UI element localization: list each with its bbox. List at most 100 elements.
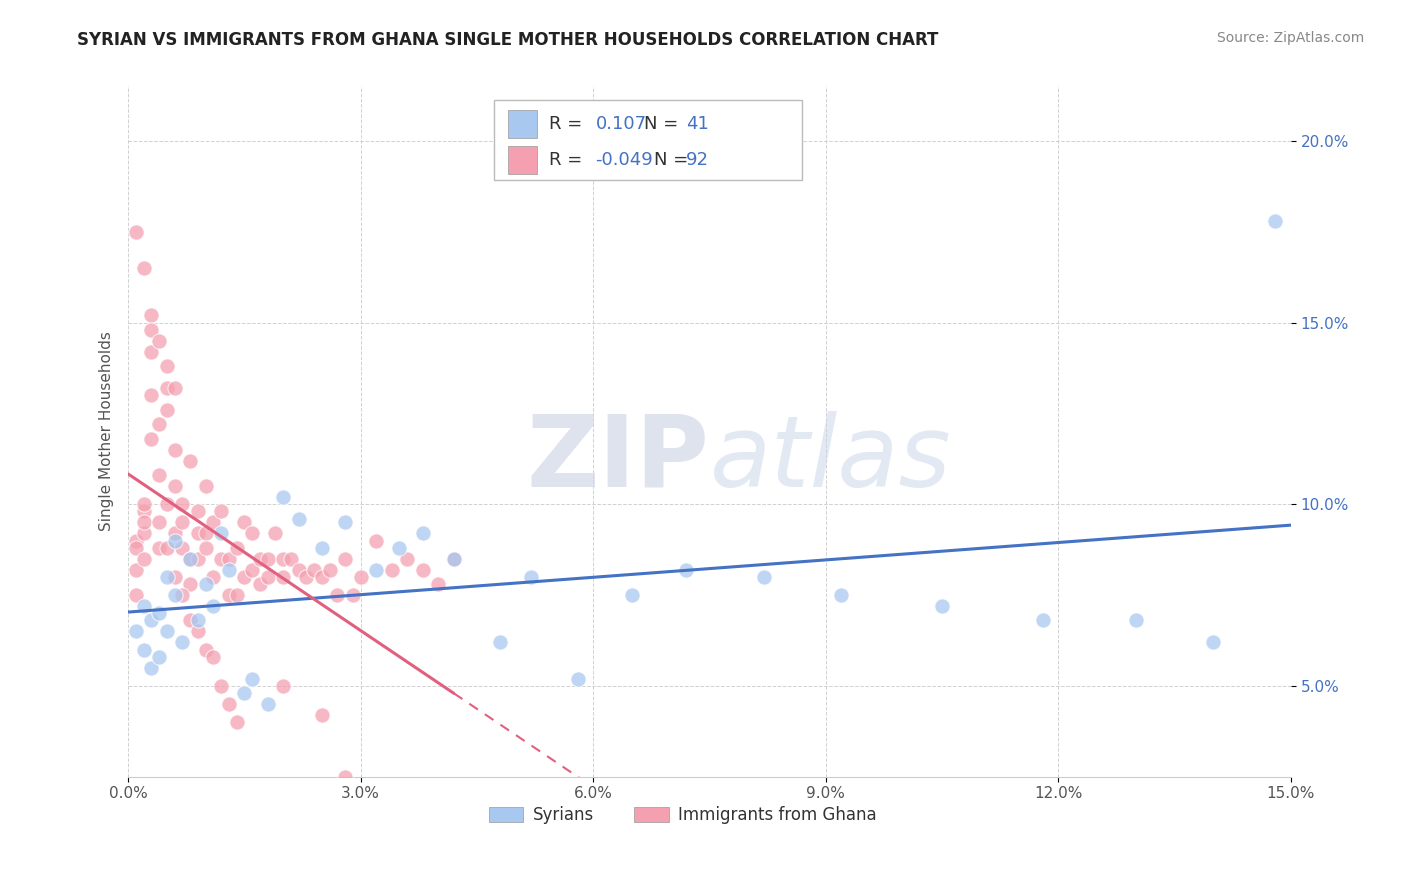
Text: 41: 41 bbox=[686, 115, 709, 133]
Point bbox=[256, 570, 278, 584]
FancyBboxPatch shape bbox=[495, 100, 803, 179]
Point bbox=[335, 516, 357, 530]
Point bbox=[202, 599, 225, 613]
Point bbox=[218, 697, 240, 711]
Point bbox=[163, 526, 186, 541]
Point bbox=[830, 588, 852, 602]
Point bbox=[187, 624, 209, 639]
Point bbox=[172, 588, 194, 602]
FancyBboxPatch shape bbox=[489, 807, 523, 822]
Point bbox=[335, 551, 357, 566]
Point bbox=[156, 497, 179, 511]
Point bbox=[326, 588, 349, 602]
Point bbox=[187, 551, 209, 566]
Point bbox=[132, 551, 155, 566]
Point bbox=[240, 563, 263, 577]
Point bbox=[187, 526, 209, 541]
Point bbox=[194, 577, 217, 591]
Point bbox=[443, 551, 465, 566]
Text: Immigrants from Ghana: Immigrants from Ghana bbox=[678, 805, 877, 823]
Point bbox=[132, 516, 155, 530]
FancyBboxPatch shape bbox=[509, 111, 537, 137]
Point bbox=[125, 624, 148, 639]
Text: SYRIAN VS IMMIGRANTS FROM GHANA SINGLE MOTHER HOUSEHOLDS CORRELATION CHART: SYRIAN VS IMMIGRANTS FROM GHANA SINGLE M… bbox=[77, 31, 939, 49]
Point bbox=[179, 577, 201, 591]
Point bbox=[240, 672, 263, 686]
Text: 0.107: 0.107 bbox=[596, 115, 647, 133]
Point bbox=[350, 570, 373, 584]
Point bbox=[1125, 614, 1147, 628]
Point bbox=[141, 344, 163, 359]
Point bbox=[125, 225, 148, 239]
Point bbox=[209, 526, 232, 541]
Point bbox=[381, 563, 404, 577]
Point bbox=[280, 551, 302, 566]
Point bbox=[141, 308, 163, 322]
Point bbox=[233, 686, 256, 700]
Point bbox=[194, 526, 217, 541]
Point bbox=[249, 577, 271, 591]
Text: Source: ZipAtlas.com: Source: ZipAtlas.com bbox=[1216, 31, 1364, 45]
Point bbox=[427, 577, 450, 591]
Point bbox=[350, 780, 373, 795]
Text: 92: 92 bbox=[686, 151, 709, 169]
FancyBboxPatch shape bbox=[509, 146, 537, 174]
Text: R =: R = bbox=[550, 151, 588, 169]
Point bbox=[163, 479, 186, 493]
Text: -0.049: -0.049 bbox=[596, 151, 654, 169]
Point bbox=[187, 504, 209, 518]
Point bbox=[141, 661, 163, 675]
Point bbox=[209, 551, 232, 566]
Point bbox=[287, 563, 309, 577]
Point bbox=[141, 432, 163, 446]
Point bbox=[156, 359, 179, 373]
Point bbox=[304, 563, 326, 577]
Point bbox=[271, 490, 294, 504]
Point bbox=[1032, 614, 1054, 628]
Point bbox=[202, 516, 225, 530]
Point bbox=[187, 614, 209, 628]
Text: Syrians: Syrians bbox=[533, 805, 595, 823]
Point bbox=[218, 588, 240, 602]
Point bbox=[156, 541, 179, 555]
Point bbox=[179, 453, 201, 467]
Point bbox=[218, 563, 240, 577]
Point bbox=[675, 563, 697, 577]
Point bbox=[225, 588, 247, 602]
Point bbox=[366, 533, 388, 548]
Point bbox=[194, 541, 217, 555]
Point bbox=[148, 541, 170, 555]
Point bbox=[396, 551, 419, 566]
Point bbox=[132, 497, 155, 511]
Point bbox=[179, 551, 201, 566]
Point bbox=[172, 541, 194, 555]
Point bbox=[489, 635, 512, 649]
Point bbox=[225, 541, 247, 555]
Point bbox=[311, 707, 333, 722]
Point bbox=[148, 649, 170, 664]
Text: atlas: atlas bbox=[710, 410, 950, 508]
Point bbox=[240, 526, 263, 541]
Point bbox=[233, 516, 256, 530]
Point bbox=[1202, 635, 1225, 649]
FancyBboxPatch shape bbox=[634, 807, 669, 822]
Point bbox=[194, 479, 217, 493]
Point bbox=[427, 780, 450, 795]
Point bbox=[141, 388, 163, 402]
Point bbox=[148, 468, 170, 483]
Point bbox=[148, 516, 170, 530]
Point bbox=[412, 563, 434, 577]
Point bbox=[287, 512, 309, 526]
Point bbox=[163, 570, 186, 584]
Point bbox=[156, 624, 179, 639]
Point bbox=[202, 570, 225, 584]
Point bbox=[271, 679, 294, 693]
Point bbox=[620, 588, 643, 602]
Point bbox=[148, 334, 170, 348]
Point bbox=[319, 563, 342, 577]
Point bbox=[172, 497, 194, 511]
Point bbox=[311, 541, 333, 555]
Point bbox=[156, 381, 179, 395]
Point bbox=[295, 570, 318, 584]
Text: N =: N = bbox=[654, 151, 693, 169]
